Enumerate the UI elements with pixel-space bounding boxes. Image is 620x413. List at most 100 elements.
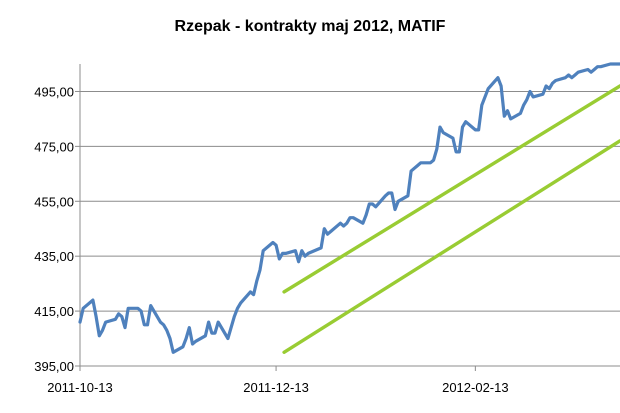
data-point (590, 71, 592, 73)
data-point (285, 252, 287, 254)
data-point (416, 165, 419, 167)
data-point (208, 321, 210, 323)
data-point (551, 82, 554, 84)
data-point (352, 217, 354, 219)
data-point (227, 337, 229, 340)
data-point (92, 299, 94, 301)
data-point (394, 208, 396, 211)
data-point (616, 63, 618, 65)
data-point (503, 115, 505, 117)
data-point (442, 132, 444, 134)
data-point (433, 159, 435, 161)
data-point (307, 252, 309, 254)
data-point (256, 280, 258, 282)
data-point (118, 313, 120, 315)
data-point (169, 337, 171, 340)
data-point (548, 88, 550, 90)
data-point (233, 316, 235, 318)
data-point (214, 332, 216, 334)
data-point (362, 222, 364, 224)
data-point (368, 203, 370, 205)
upper-trend-line (282, 84, 620, 294)
data-point (114, 318, 116, 320)
data-point (455, 151, 457, 153)
data-point (568, 74, 570, 76)
data-point (339, 222, 341, 224)
data-point (526, 99, 528, 101)
data-point (497, 77, 499, 79)
data-point (384, 195, 386, 197)
data-point (436, 148, 438, 150)
axis-layer (75, 64, 620, 371)
data-point (555, 79, 557, 82)
data-point (298, 261, 300, 263)
data-point (474, 129, 476, 131)
data-point (272, 241, 274, 244)
data-point (240, 302, 242, 304)
data-point (304, 255, 306, 257)
data-point (101, 329, 104, 331)
data-point (397, 200, 399, 202)
data-point (506, 110, 509, 112)
data-point (371, 203, 374, 205)
data-point (105, 321, 107, 323)
data-point (519, 112, 522, 114)
data-point (465, 121, 467, 123)
data-point (330, 230, 332, 233)
series-layer (78, 62, 620, 354)
x-tick-label: 2012-02-13 (442, 380, 509, 395)
x-tick-label: 2011-10-13 (47, 380, 113, 395)
y-tick-label: 455,00 (34, 194, 74, 209)
data-point (326, 233, 329, 235)
data-point (159, 321, 161, 323)
data-point (600, 66, 602, 68)
x-tick-label: 2011-12-13 (243, 380, 309, 395)
data-point (545, 85, 547, 87)
data-point (275, 244, 277, 246)
data-point (211, 332, 213, 334)
data-point (127, 307, 129, 309)
y-tick-label: 495,00 (34, 84, 74, 99)
data-point (478, 129, 480, 131)
data-point (343, 225, 345, 227)
data-point (137, 307, 139, 309)
data-point (230, 327, 232, 329)
data-point (204, 335, 206, 337)
data-point (166, 329, 168, 331)
grid-layer (80, 90, 620, 312)
data-point (388, 192, 390, 194)
chart-title: Rzepak - kontrakty maj 2012, MATIF (174, 18, 446, 35)
y-tick-label: 395,00 (34, 359, 74, 374)
data-point (574, 74, 576, 76)
data-point (429, 162, 431, 164)
data-point (195, 340, 197, 342)
data-point (346, 222, 348, 224)
data-point (143, 324, 145, 326)
data-point (188, 327, 190, 329)
data-point (596, 66, 599, 68)
data-point (587, 68, 589, 71)
data-point (150, 305, 152, 307)
data-point (163, 324, 165, 326)
data-point (140, 310, 142, 312)
data-point (249, 291, 251, 293)
data-point (523, 104, 525, 106)
annotation-layer (282, 84, 620, 354)
data-point (217, 321, 219, 323)
data-point (191, 343, 194, 345)
data-point (564, 77, 567, 79)
data-point (593, 68, 595, 71)
data-point (349, 217, 351, 219)
data-point (452, 137, 454, 139)
data-point (484, 96, 486, 98)
data-point (262, 250, 264, 252)
data-point (577, 71, 579, 73)
data-point (439, 126, 441, 128)
data-point (391, 192, 393, 194)
lower-trend-line (282, 139, 620, 354)
data-point (98, 335, 100, 337)
data-point (278, 258, 280, 260)
data-point (253, 294, 255, 296)
data-point (124, 327, 126, 329)
data-point (320, 247, 322, 249)
